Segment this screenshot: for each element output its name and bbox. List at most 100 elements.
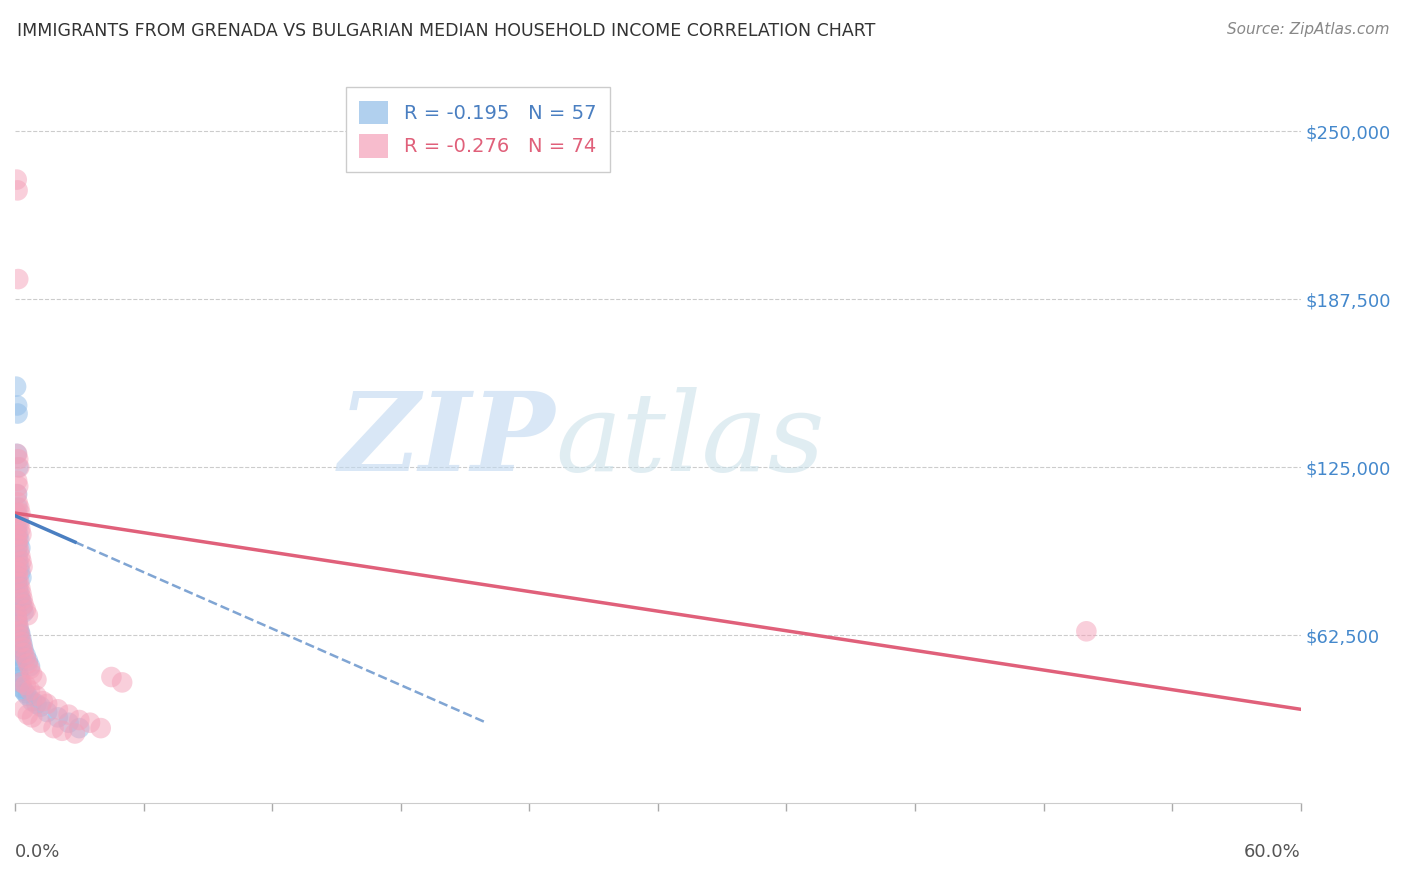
Point <box>6 447 28 461</box>
Point <box>8 670 31 684</box>
Point <box>10 675 32 690</box>
Text: Source: ZipAtlas.com: Source: ZipAtlas.com <box>1226 22 1389 37</box>
Point <box>6 541 28 555</box>
Point <box>21 667 44 681</box>
Point <box>21 694 44 708</box>
Point <box>6 659 28 673</box>
Point <box>7 554 30 568</box>
Point <box>7 272 30 286</box>
Text: ZIP: ZIP <box>339 386 555 494</box>
Point <box>6 495 28 509</box>
Point <box>31 694 53 708</box>
Point <box>30 699 52 714</box>
Point <box>10 570 32 584</box>
Point <box>8 460 31 475</box>
Point <box>18 662 41 676</box>
Point <box>8 630 31 644</box>
Point <box>14 603 37 617</box>
Point <box>8 559 31 574</box>
Point <box>51 723 73 738</box>
Text: IMMIGRANTS FROM GRENADA VS BULGARIAN MEDIAN HOUSEHOLD INCOME CORRELATION CHART: IMMIGRANTS FROM GRENADA VS BULGARIAN MED… <box>17 22 876 40</box>
Point <box>14 651 37 665</box>
Point <box>6 506 28 520</box>
Point <box>13 646 35 660</box>
Point <box>8 543 31 558</box>
Point <box>8 624 31 639</box>
Point <box>8 500 31 515</box>
Point <box>8 541 31 555</box>
Text: atlas: atlas <box>555 386 824 494</box>
Point <box>67 721 90 735</box>
Point <box>10 632 32 647</box>
Point <box>6 447 28 461</box>
Point <box>6 183 28 197</box>
Point <box>7 511 30 525</box>
Point <box>8 592 31 607</box>
Point <box>17 608 39 623</box>
Point <box>25 697 48 711</box>
Point <box>11 638 34 652</box>
Point <box>111 675 134 690</box>
Point <box>10 527 32 541</box>
Point <box>37 697 59 711</box>
Point <box>25 673 48 687</box>
Point <box>8 587 31 601</box>
Point <box>10 681 32 695</box>
Point <box>13 598 35 612</box>
Point <box>30 715 52 730</box>
Text: 60.0%: 60.0% <box>1244 843 1301 862</box>
Point <box>6 614 28 628</box>
Point <box>6 614 28 628</box>
Point <box>7 665 30 679</box>
Point <box>6 487 28 501</box>
Point <box>10 587 32 601</box>
Point <box>10 554 32 568</box>
Point <box>13 702 35 716</box>
Point <box>8 533 31 547</box>
Point <box>58 715 80 730</box>
Point <box>46 702 69 716</box>
Point <box>6 573 28 587</box>
Point <box>79 715 101 730</box>
Point <box>7 514 30 528</box>
Point <box>37 705 59 719</box>
Point <box>90 721 112 735</box>
Point <box>46 710 69 724</box>
Point <box>18 683 41 698</box>
Point <box>6 474 28 488</box>
Point <box>8 516 31 531</box>
Point <box>8 565 31 579</box>
Point <box>11 592 34 607</box>
Point <box>18 659 41 673</box>
Point <box>7 582 30 596</box>
Point <box>21 710 44 724</box>
Point <box>8 627 31 641</box>
Point <box>4 506 27 520</box>
Point <box>11 600 34 615</box>
Point <box>58 707 80 722</box>
Point <box>6 407 28 421</box>
Point <box>6 533 28 547</box>
Point <box>6 575 28 590</box>
Point <box>6 608 28 623</box>
Point <box>4 379 27 393</box>
Point <box>7 460 30 475</box>
Point <box>17 657 39 671</box>
Point <box>8 549 31 563</box>
Point <box>25 689 48 703</box>
Point <box>6 527 28 541</box>
Text: 0.0%: 0.0% <box>15 843 60 862</box>
Point <box>4 567 27 582</box>
Point <box>7 527 30 541</box>
Point <box>13 606 35 620</box>
Point <box>4 603 27 617</box>
Point <box>8 575 31 590</box>
Point <box>6 654 28 668</box>
Point <box>4 648 27 663</box>
Point <box>10 635 32 649</box>
Point <box>6 500 28 515</box>
Point <box>8 675 31 690</box>
Point <box>11 640 34 655</box>
Point <box>67 713 90 727</box>
Point <box>7 479 30 493</box>
